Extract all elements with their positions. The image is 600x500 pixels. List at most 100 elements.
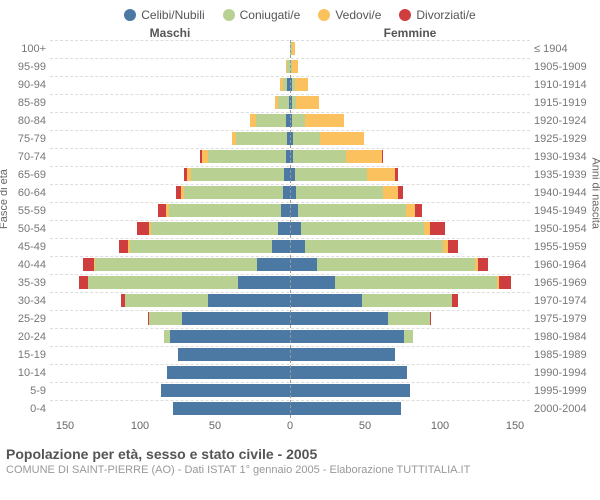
age-tick: 70-74 (18, 148, 46, 166)
age-tick: 80-84 (18, 112, 46, 130)
female-half (290, 328, 530, 346)
age-tick: 85-89 (18, 94, 46, 112)
male-half (50, 76, 290, 94)
male-half (50, 112, 290, 130)
bar-segment (290, 258, 317, 271)
bar-segment (79, 276, 88, 289)
male-half (50, 328, 290, 346)
legend-label: Coniugati/e (240, 8, 301, 22)
age-tick: 100+ (21, 40, 46, 58)
bar-segment (430, 222, 445, 235)
bar-segment (170, 330, 290, 343)
bar-segment (272, 240, 290, 253)
legend-label: Divorziati/e (416, 8, 475, 22)
female-half (290, 202, 530, 220)
bar-segment (290, 312, 388, 325)
pyramid-container: Celibi/NubiliConiugati/eVedovi/eDivorzia… (0, 0, 600, 500)
legend-item: Coniugati/e (223, 8, 301, 22)
female-half (290, 292, 530, 310)
year-tick: 1995-1999 (534, 382, 587, 400)
column-headers: Maschi Femmine (0, 26, 600, 40)
male-half (50, 382, 290, 400)
bar-segment (290, 402, 401, 415)
female-half (290, 238, 530, 256)
age-tick: 45-49 (18, 238, 46, 256)
bar-segment (388, 312, 430, 325)
x-tick: 50 (359, 420, 371, 432)
male-half (50, 130, 290, 148)
bar-segment (208, 294, 291, 307)
female-half (290, 112, 530, 130)
y-axis-label-right: Anni di nascita (590, 157, 600, 229)
legend: Celibi/NubiliConiugati/eVedovi/eDivorzia… (0, 0, 600, 26)
legend-item: Celibi/Nubili (124, 8, 204, 22)
male-half (50, 274, 290, 292)
y-axis-left: 100+95-9990-9485-8980-8475-7970-7465-696… (0, 40, 50, 418)
bar-segment (320, 132, 364, 145)
age-tick: 5-9 (30, 382, 46, 400)
male-half (50, 346, 290, 364)
bar-segment (292, 114, 306, 127)
bar-segment (290, 384, 410, 397)
bar-segment (184, 186, 283, 199)
male-half (50, 202, 290, 220)
x-axis-male: 050100150 (50, 420, 290, 436)
bar-segment (130, 240, 273, 253)
bar-segment (238, 276, 291, 289)
bar-segment (305, 240, 443, 253)
age-tick: 55-59 (18, 202, 46, 220)
bar-segment (149, 312, 182, 325)
bar-segment (298, 204, 406, 217)
bar-segment (283, 186, 291, 199)
year-tick: 1945-1949 (534, 202, 587, 220)
bar-segment (406, 204, 415, 217)
bar-segment (290, 222, 301, 235)
bar-segment (404, 330, 413, 343)
female-half (290, 400, 530, 418)
male-half (50, 238, 290, 256)
bar-segment (499, 276, 511, 289)
female-half (290, 166, 530, 184)
male-half (50, 364, 290, 382)
legend-swatch (399, 9, 411, 21)
x-axis: 050100150 50100150 (0, 420, 600, 436)
year-tick: 1925-1929 (534, 130, 587, 148)
bar-segment (151, 222, 279, 235)
legend-swatch (223, 9, 235, 21)
bar-segment (290, 276, 335, 289)
bar-segment (173, 402, 290, 415)
bar-segment (293, 132, 320, 145)
age-tick: 60-64 (18, 184, 46, 202)
age-tick: 10-14 (18, 364, 46, 382)
age-tick: 15-19 (18, 346, 46, 364)
female-half (290, 220, 530, 238)
year-tick: 1905-1909 (534, 58, 587, 76)
male-half (50, 400, 290, 418)
year-tick: 1960-1964 (534, 256, 587, 274)
year-tick: 1955-1959 (534, 238, 587, 256)
male-half (50, 292, 290, 310)
female-half (290, 310, 530, 328)
bar-segment (296, 186, 383, 199)
bar-segment (290, 366, 407, 379)
bar-segment (346, 150, 382, 163)
male-half (50, 310, 290, 328)
bar-segment (161, 384, 290, 397)
bar-segment (382, 150, 384, 163)
bar-segment (317, 258, 475, 271)
bar-segment (167, 366, 290, 379)
bar-segment (281, 204, 290, 217)
female-half (290, 256, 530, 274)
male-half (50, 256, 290, 274)
female-half (290, 40, 530, 58)
age-tick: 35-39 (18, 274, 46, 292)
year-tick: 1965-1969 (534, 274, 587, 292)
year-tick: 1985-1989 (534, 346, 587, 364)
bar-segment (290, 294, 362, 307)
bar-segment (395, 168, 398, 181)
bar-segment (137, 222, 149, 235)
bar-segment (178, 348, 291, 361)
bar-segment (88, 276, 238, 289)
plot-area (50, 40, 530, 418)
bar-segment (478, 258, 489, 271)
